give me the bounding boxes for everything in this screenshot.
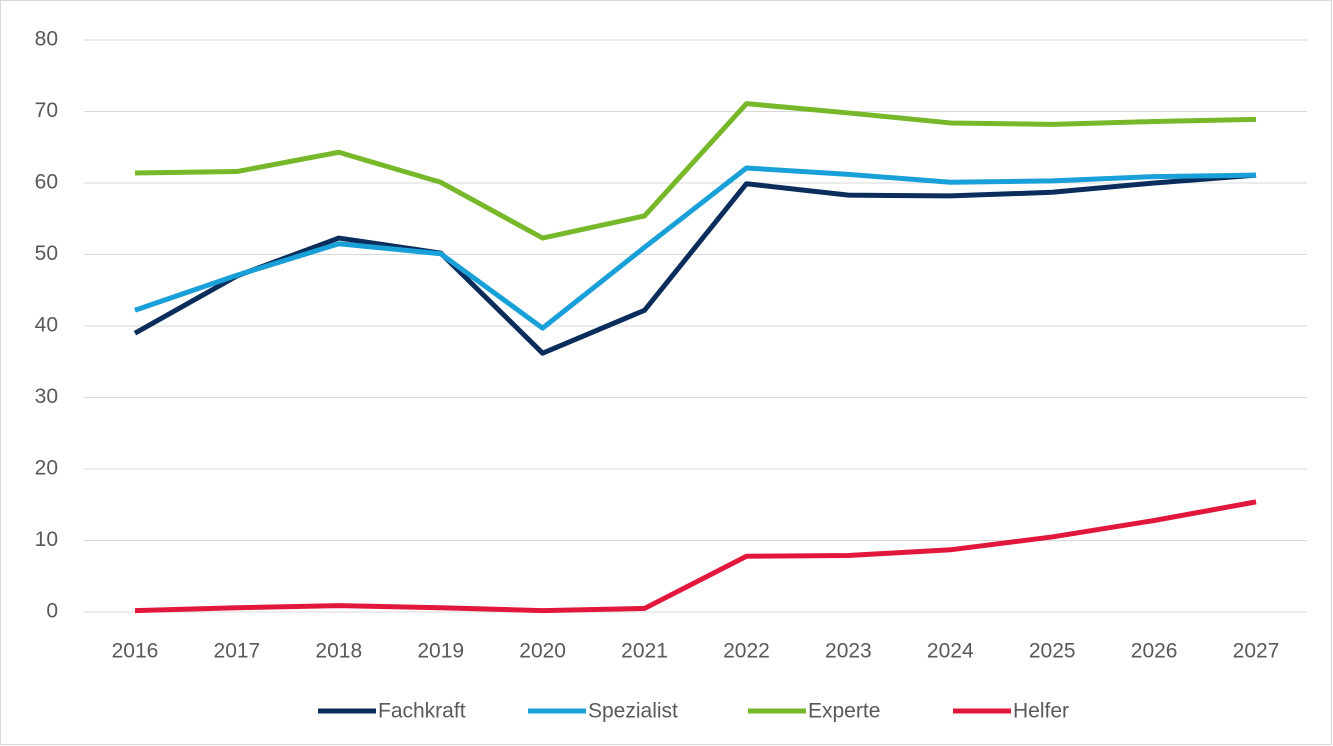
series-line bbox=[134, 499, 1257, 614]
x-tick-label: 2022 bbox=[723, 640, 770, 663]
legend-label: Experte bbox=[808, 700, 880, 723]
x-tick-label: 2024 bbox=[927, 640, 974, 663]
x-tick-label: 2021 bbox=[621, 640, 668, 663]
x-tick-label: 2016 bbox=[112, 640, 159, 663]
y-tick-label: 10 bbox=[35, 528, 58, 551]
legend-label: Spezialist bbox=[588, 700, 678, 723]
x-tick-label: 2018 bbox=[315, 640, 362, 663]
x-tick-label: 2019 bbox=[417, 640, 464, 663]
legend-label: Fachkraft bbox=[378, 700, 466, 723]
y-tick-label: 30 bbox=[35, 385, 58, 408]
x-tick-label: 2027 bbox=[1233, 640, 1280, 663]
x-tick-label: 2020 bbox=[519, 640, 566, 663]
y-tick-label: 20 bbox=[35, 457, 58, 480]
x-tick-label: 2023 bbox=[825, 640, 872, 663]
y-tick-label: 40 bbox=[35, 314, 58, 337]
series-line bbox=[133, 172, 1257, 356]
legend-label: Helfer bbox=[1013, 700, 1069, 723]
y-tick-label: 0 bbox=[46, 600, 58, 623]
y-tick-label: 50 bbox=[35, 242, 58, 265]
series-line bbox=[134, 165, 1257, 331]
x-tick-label: 2025 bbox=[1029, 640, 1076, 663]
y-tick-label: 70 bbox=[35, 99, 58, 122]
series-line bbox=[134, 101, 1257, 241]
x-tick-label: 2017 bbox=[214, 640, 261, 663]
y-tick-label: 80 bbox=[35, 28, 58, 51]
y-tick-label: 60 bbox=[35, 171, 58, 194]
x-tick-label: 2026 bbox=[1131, 640, 1178, 663]
